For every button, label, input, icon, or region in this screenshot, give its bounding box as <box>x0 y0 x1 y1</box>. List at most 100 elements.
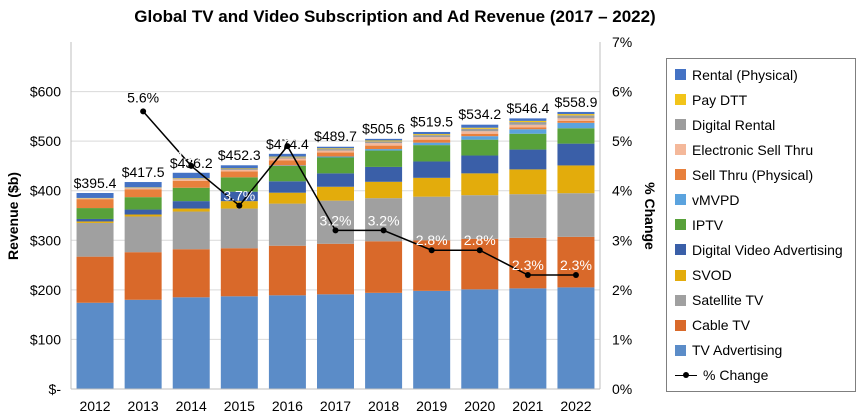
percent-change-point <box>476 247 483 254</box>
bar-segment <box>172 208 210 212</box>
total-label: $489.7 <box>314 128 357 144</box>
bar-segment <box>413 131 451 135</box>
percent-change-point <box>236 202 243 209</box>
percent-change-point <box>572 271 579 278</box>
bar-segment <box>268 156 306 158</box>
bar-segment <box>76 218 114 222</box>
x-tick-label: 2014 <box>176 398 207 414</box>
y-tick-label: $100 <box>30 331 61 347</box>
bar-segment <box>220 191 258 202</box>
bar-stack <box>76 192 114 389</box>
bar-segment <box>557 236 595 288</box>
legend-swatch <box>675 194 686 206</box>
bar-segment <box>124 216 162 253</box>
bar-segment <box>365 149 403 151</box>
bar-stack <box>461 124 499 389</box>
bar-segment <box>76 222 114 257</box>
percent-change-line <box>140 108 579 278</box>
x-tick-label: 2016 <box>272 398 303 414</box>
legend-item: Sell Thru (Physical) <box>675 164 855 186</box>
bar-segment <box>124 209 162 215</box>
bar-segment <box>557 165 595 194</box>
bar-segment <box>461 139 499 156</box>
legend-swatch <box>675 294 686 306</box>
total-label: $505.6 <box>362 120 405 136</box>
bar-segment <box>220 296 258 389</box>
bar-segment <box>461 127 499 129</box>
percent-change-label: 2.3% <box>512 257 544 273</box>
percent-change-point <box>380 227 387 234</box>
bar-segment <box>365 198 403 242</box>
legend-label: Electronic Sell Thru <box>692 141 814 158</box>
percent-change-point <box>332 227 339 234</box>
bar-segment <box>509 127 547 130</box>
total-label: $474.4 <box>266 136 309 152</box>
bar-segment <box>509 237 547 289</box>
bar-segment <box>413 177 451 197</box>
bar-segment <box>268 295 306 389</box>
legend-item: TV Advertising <box>675 339 855 361</box>
bar-segment <box>172 178 210 180</box>
legend-label: IPTV <box>692 216 724 233</box>
legend-item: % Change <box>675 364 855 386</box>
legend-label: Satellite TV <box>692 292 764 309</box>
legend-swatch <box>675 69 686 81</box>
bar-segment <box>268 192 306 204</box>
y-tick-label: $600 <box>30 84 61 100</box>
bar-segment <box>220 208 258 249</box>
bar-segment <box>413 290 451 389</box>
x-tick-label: 2019 <box>416 398 447 414</box>
bar-segment <box>509 129 547 134</box>
bar-stack <box>124 182 162 389</box>
y2-tick-label: 0% <box>612 381 632 397</box>
bar-segment <box>413 135 451 138</box>
legend-item: Digital Video Advertising <box>675 239 855 261</box>
x-tick-label: 2020 <box>464 398 495 414</box>
bar-segment <box>461 124 499 128</box>
bar-segment <box>317 152 354 157</box>
bar-segment <box>268 153 306 157</box>
y-tick-label: $400 <box>30 183 61 199</box>
bar-segment <box>220 165 258 169</box>
axes: $- $100 $200 $300 $400 $500 $600 0% 1% 2% 3% 4% 5% 6%… <box>30 34 632 414</box>
y2-tick-label: 6% <box>612 84 632 100</box>
bar-segment <box>509 149 547 170</box>
bar-segment <box>124 182 162 188</box>
legend-swatch <box>675 269 686 281</box>
bar-segment <box>172 187 210 202</box>
legend-item: Satellite TV <box>675 289 855 311</box>
x-tick-label: 2018 <box>368 398 399 414</box>
bar-segment <box>461 131 499 134</box>
bar-segment <box>461 173 499 196</box>
y-tick-label: $300 <box>30 232 61 248</box>
bar-segment <box>557 114 595 116</box>
bar-segment <box>509 118 547 121</box>
bar-segment <box>124 214 162 217</box>
bar-segment <box>509 133 547 150</box>
bar-segment <box>413 142 451 146</box>
bar-segment <box>461 155 499 174</box>
bar-segment <box>557 143 595 166</box>
x-tick-label: 2021 <box>512 398 543 414</box>
percent-change-label: 3.2% <box>368 212 400 228</box>
bar-segment <box>413 145 451 162</box>
bar-segment <box>413 196 451 241</box>
x-tick-label: 2022 <box>560 398 591 414</box>
bar-segment <box>268 245 306 296</box>
y2-tick-label: 1% <box>612 331 632 347</box>
bar-segment <box>317 156 354 158</box>
bar-segment <box>365 140 403 142</box>
bar-segment <box>172 249 210 298</box>
legend-label: Pay DTT <box>692 91 748 108</box>
bar-segment <box>268 165 306 182</box>
percent-change-label: 3.7% <box>223 188 255 204</box>
bar-stack <box>268 153 306 389</box>
y2-tick-label: 5% <box>612 133 632 149</box>
bar-segment <box>220 168 258 170</box>
bar-segment <box>268 158 306 161</box>
bar-segment <box>461 136 499 140</box>
bar-segment <box>461 289 499 389</box>
total-label: $558.9 <box>555 94 598 110</box>
legend-swatch <box>675 144 686 156</box>
bar-segment <box>268 181 306 193</box>
